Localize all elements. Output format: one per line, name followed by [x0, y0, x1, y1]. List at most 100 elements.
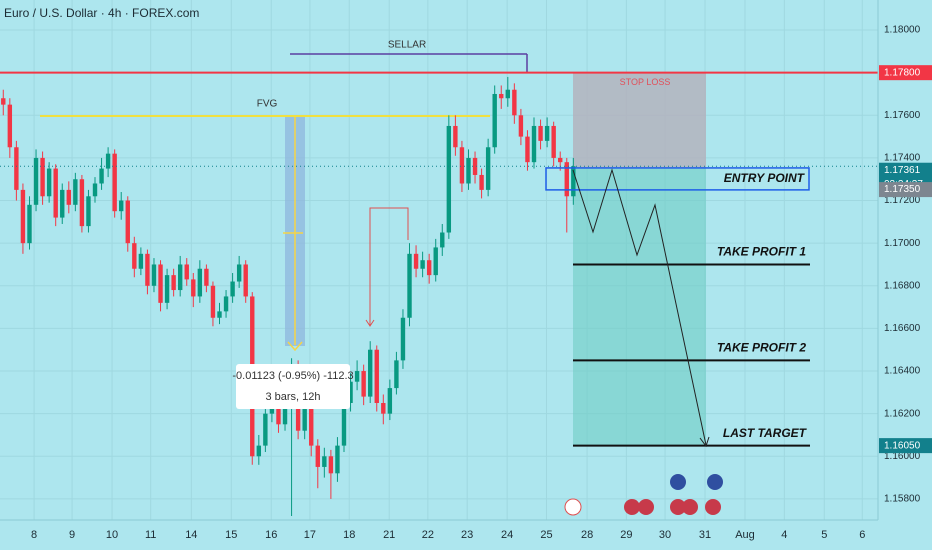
x-tick-label: 5	[821, 529, 827, 541]
candle-body	[453, 125, 458, 148]
event-icon	[670, 499, 686, 515]
stop-zone	[573, 72, 706, 168]
candle-body	[158, 264, 163, 303]
y-tick-label: 1.16600	[884, 323, 921, 334]
x-tick-label: 30	[659, 529, 671, 541]
candle-body	[14, 147, 19, 190]
candle-body	[551, 125, 556, 158]
candle-body	[387, 388, 393, 414]
event-icon	[638, 499, 654, 515]
candle-body	[492, 93, 497, 148]
candle-body	[46, 168, 52, 197]
candle-body	[328, 456, 334, 474]
candle-body	[204, 268, 209, 286]
candle-body	[92, 183, 98, 197]
candle-body	[381, 403, 386, 414]
red-arrow	[369, 207, 409, 325]
candle-body	[341, 403, 347, 446]
candle-body	[571, 166, 576, 197]
candle-body	[446, 125, 452, 233]
y-tick-label: 1.16000	[884, 451, 921, 462]
candle-body	[151, 264, 157, 286]
candle-body	[138, 253, 144, 269]
candle-body	[112, 153, 117, 212]
candle-body	[368, 349, 373, 397]
candle-body	[466, 157, 471, 184]
candle-body	[433, 247, 438, 276]
y-tick-label: 1.18000	[884, 25, 921, 36]
candle-body	[132, 243, 137, 269]
price-axis	[878, 0, 932, 550]
candle-body	[7, 104, 13, 148]
projection-path	[572, 168, 707, 446]
price-tag	[879, 182, 932, 198]
candle-body	[407, 253, 412, 318]
axis-labels: 1.15800 1.16000 1.16200 1.16400 1.16600 1.168…	[31, 25, 932, 541]
candle-body	[27, 204, 32, 244]
x-tick-label: 15	[225, 529, 237, 541]
measure-tooltip	[236, 364, 350, 409]
price-tag-label: 1.16050	[884, 440, 921, 451]
candle-body	[177, 264, 183, 291]
x-tick-label: 18	[343, 529, 355, 541]
candle-body	[73, 179, 78, 205]
candle-body	[512, 89, 517, 116]
candle-body	[223, 296, 229, 312]
target-label: TAKE PROFIT 1	[717, 245, 806, 259]
candle-body	[440, 232, 445, 248]
x-tick-label: 6	[859, 529, 865, 541]
candle-body	[20, 189, 26, 244]
x-tick-label: 23	[461, 529, 473, 541]
price-tag-label: 1.17361	[884, 165, 921, 176]
candle-body	[459, 147, 465, 184]
candle-body	[485, 147, 491, 190]
candle-body	[230, 281, 235, 297]
candle-body	[525, 136, 530, 163]
event-icon	[705, 499, 721, 515]
candle-body	[309, 403, 314, 446]
overlay: STOP LOSS ENTRY POINT TAKE PROFIT 1 TAKE PR…	[0, 71, 878, 447]
candle-body	[79, 179, 85, 227]
candle-body	[361, 371, 366, 397]
candle-body	[538, 125, 543, 141]
x-tick-label: 16	[265, 529, 277, 541]
candles	[1, 76, 576, 516]
candle-body	[145, 253, 150, 286]
measure-arrow	[287, 341, 303, 352]
y-tick-label: 1.16800	[884, 280, 921, 291]
candle-body	[197, 268, 203, 297]
candle-body	[354, 371, 360, 382]
candle-body	[420, 260, 425, 269]
candle-body	[302, 403, 307, 431]
y-tick-label: 1.17000	[884, 238, 921, 249]
measure-text: -0.01123 (-0.95%) -112.3	[232, 370, 353, 382]
red-arrowhead	[365, 319, 375, 327]
x-tick-label: 21	[383, 529, 395, 541]
candle-body	[86, 196, 91, 227]
candle-body	[531, 125, 537, 163]
candle-body	[125, 200, 130, 244]
event-icon	[624, 499, 640, 515]
candle-body	[322, 456, 327, 467]
candle-body	[400, 317, 406, 361]
x-tick-label: 31	[699, 529, 711, 541]
event-icon	[682, 499, 698, 515]
sellar-label: SELLAR	[388, 40, 426, 51]
y-tick-label: 1.16200	[884, 408, 921, 419]
projection-arrow	[699, 436, 710, 448]
candle-body	[191, 279, 196, 297]
candle-body	[348, 381, 353, 403]
candle-body	[236, 264, 242, 282]
price-tag	[879, 65, 932, 81]
x-tick-label: 8	[31, 529, 37, 541]
x-tick-label: 17	[304, 529, 316, 541]
candle-body	[53, 168, 58, 218]
candle-body	[282, 396, 288, 425]
y-tick-label: 1.15800	[884, 494, 921, 505]
y-tick-label: 1.17400	[884, 153, 921, 164]
candle-body	[426, 260, 432, 276]
y-tick-label: 1.17200	[884, 195, 921, 206]
candle-body	[472, 157, 478, 175]
x-tick-label: Aug	[735, 529, 755, 541]
